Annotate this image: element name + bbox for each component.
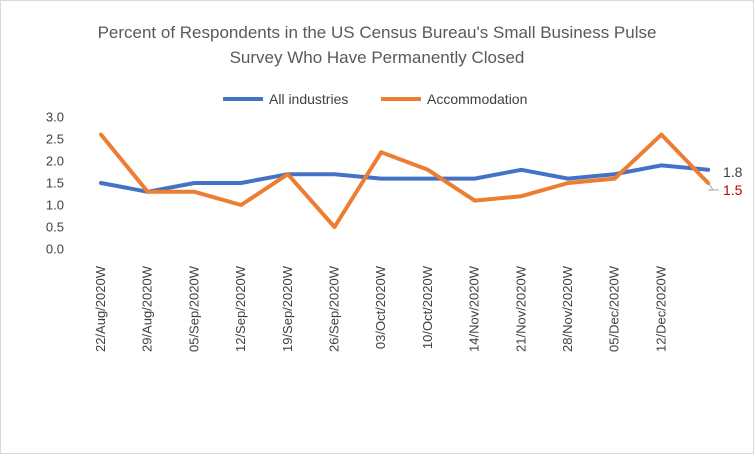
data-label-leader-line xyxy=(707,181,714,191)
x-tick-label: 28/Nov/2020W xyxy=(560,265,575,352)
legend: All industries Accommodation xyxy=(223,91,527,107)
x-tick-label: 05/Sep/2020W xyxy=(186,265,201,352)
x-tick-label: 14/Nov/2020W xyxy=(467,265,482,352)
x-tick-label: 21/Nov/2020W xyxy=(513,265,528,352)
x-tick-label: 22/Aug/2020W xyxy=(93,265,108,352)
y-tick-label: 2.5 xyxy=(46,132,64,147)
x-tick-label: 10/Oct/2020W xyxy=(420,265,435,349)
series-lines xyxy=(99,132,711,229)
x-tick-label: 12/Sep/2020W xyxy=(233,265,248,352)
end-label-all-industries: 1.8 xyxy=(723,164,743,180)
legend-label-accommodation: Accommodation xyxy=(427,91,527,107)
x-tick-label: 26/Sep/2020W xyxy=(327,265,342,352)
y-tick-label: 0.5 xyxy=(46,220,64,235)
y-tick-label: 3.0 xyxy=(46,110,64,125)
x-tick-label: 12/Dec/2020W xyxy=(653,265,668,352)
x-tick-label: 29/Aug/2020W xyxy=(140,265,155,352)
chart-title-line-1: Percent of Respondents in the US Census … xyxy=(98,23,657,42)
y-tick-label: 1.5 xyxy=(46,176,64,191)
x-axis: 22/Aug/2020W 29/Aug/2020W 05/Sep/2020W 12/S… xyxy=(93,265,668,352)
y-tick-label: 1.0 xyxy=(46,198,64,213)
y-tick-label: 2.0 xyxy=(46,154,64,169)
series-line-all-industries xyxy=(99,163,711,194)
y-tick-label: 0.0 xyxy=(46,242,64,257)
x-tick-label: 19/Sep/2020W xyxy=(280,265,295,352)
chart-title-line-2: Survey Who Have Permanently Closed xyxy=(230,48,525,67)
x-tick-label: 03/Oct/2020W xyxy=(373,265,388,349)
series-line-accommodation xyxy=(99,132,711,229)
y-axis: 0.0 0.5 1.0 1.5 2.0 2.5 3.0 xyxy=(46,110,64,257)
x-tick-label: 05/Dec/2020W xyxy=(607,265,622,352)
legend-label-all-industries: All industries xyxy=(269,91,348,107)
end-label-accommodation: 1.5 xyxy=(723,182,743,198)
